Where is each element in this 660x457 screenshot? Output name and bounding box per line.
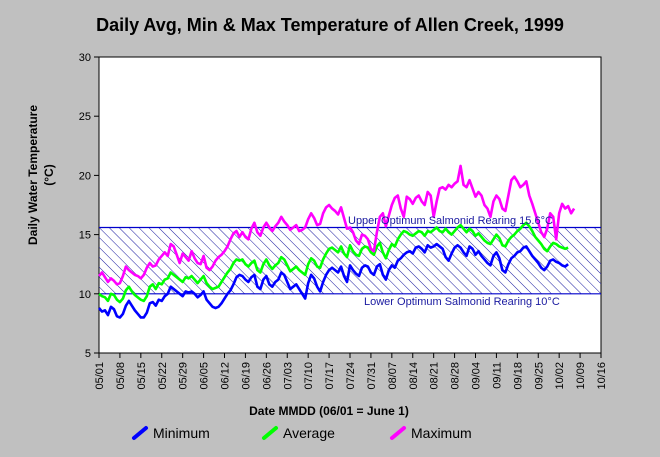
series-lines bbox=[98, 164, 576, 319]
optimum-band bbox=[99, 226, 601, 295]
x-tick-label: 07/03 bbox=[282, 362, 294, 390]
y-tick-label: 10 bbox=[79, 289, 91, 301]
band-area bbox=[99, 227, 601, 294]
x-tick-label: 08/14 bbox=[408, 362, 420, 390]
x-tick-label: 07/31 bbox=[366, 362, 378, 390]
y-tick-label: 15 bbox=[79, 230, 91, 242]
upper-band-label: Upper Optimum Salmonid Rearing 15.6°C bbox=[348, 215, 553, 227]
x-axis-ticks: 05/01 05/08 05/15 05/22 05/29 06/05 06/12 06/19… bbox=[94, 353, 608, 390]
x-tick-label: 07/24 bbox=[345, 362, 357, 390]
legend-label-maximum: Maximum bbox=[411, 425, 472, 441]
plot-area bbox=[98, 56, 602, 354]
x-tick-label: 10/02 bbox=[554, 362, 566, 390]
x-tick-label: 06/26 bbox=[261, 362, 273, 390]
x-tick-label: 06/12 bbox=[220, 362, 232, 390]
series-line-minimum bbox=[98, 242, 569, 319]
x-tick-label: 09/11 bbox=[491, 362, 503, 389]
x-tick-label: 05/22 bbox=[157, 362, 169, 390]
x-tick-label: 10/16 bbox=[596, 362, 608, 390]
x-tick-label: 09/18 bbox=[512, 362, 524, 390]
x-tick-label: 05/15 bbox=[136, 362, 148, 390]
x-tick-label: 07/10 bbox=[303, 362, 315, 390]
x-tick-label: 08/21 bbox=[429, 362, 441, 390]
x-axis-label: Date MMDD (06/01 = June 1) bbox=[249, 404, 409, 418]
legend-swatch-average bbox=[262, 426, 278, 440]
x-tick-label: 06/05 bbox=[199, 362, 211, 390]
y-tick-label: 20 bbox=[79, 170, 91, 182]
chart-title: Daily Avg, Min & Max Temperature of Alle… bbox=[96, 15, 564, 35]
x-tick-label: 09/04 bbox=[471, 362, 483, 390]
x-tick-label: 05/01 bbox=[94, 362, 106, 390]
x-tick-label: 08/28 bbox=[450, 362, 462, 390]
series-line-maximum bbox=[98, 164, 576, 286]
x-tick-label: 10/09 bbox=[575, 362, 587, 390]
x-tick-label: 08/07 bbox=[387, 362, 399, 390]
y-axis-label-line2: (°C) bbox=[42, 164, 56, 185]
legend-label-minimum: Minimum bbox=[153, 425, 210, 441]
x-tick-label: 05/08 bbox=[115, 362, 127, 390]
x-tick-label: 07/17 bbox=[324, 362, 336, 390]
legend-label-average: Average bbox=[283, 425, 335, 441]
x-tick-label: 09/25 bbox=[533, 362, 545, 390]
y-axis-label-line1: Daily Water Temperature bbox=[26, 105, 40, 245]
legend-swatch-minimum bbox=[132, 426, 148, 440]
series-line-average bbox=[98, 221, 569, 304]
legend: Minimum Average Maximum bbox=[132, 425, 472, 441]
y-tick-label: 30 bbox=[79, 52, 91, 64]
y-tick-label: 5 bbox=[85, 348, 91, 360]
x-tick-label: 06/19 bbox=[240, 362, 252, 390]
legend-swatch-maximum bbox=[390, 426, 406, 440]
x-tick-label: 05/29 bbox=[178, 362, 190, 390]
y-tick-label: 25 bbox=[79, 111, 91, 123]
y-axis-ticks: 5 10 15 20 25 30 bbox=[79, 52, 99, 360]
lower-band-label: Lower Optimum Salmonid Rearing 10°C bbox=[364, 296, 560, 308]
